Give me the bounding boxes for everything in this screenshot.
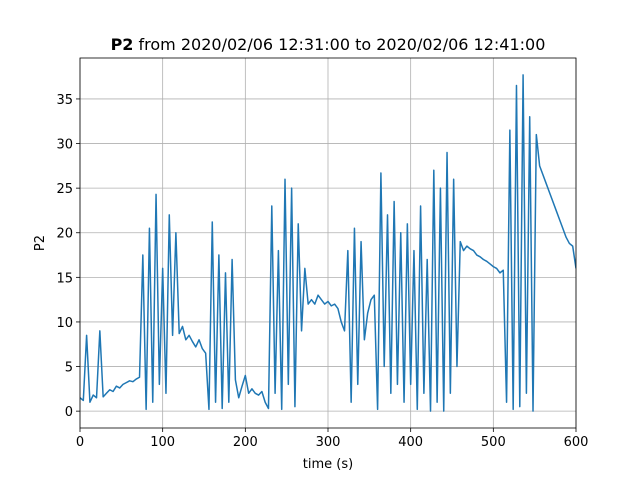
x-tick-label: 600 <box>564 435 589 450</box>
y-tick-label: 25 <box>56 182 73 197</box>
title-variable: P2 <box>111 35 134 54</box>
x-tick-label: 400 <box>398 435 423 450</box>
y-tick-label: 5 <box>65 361 73 376</box>
y-tick-label: 15 <box>56 271 73 286</box>
x-tick-label: 200 <box>233 435 258 450</box>
x-tick-label: 500 <box>481 435 506 450</box>
y-tick-label: 10 <box>56 316 73 331</box>
chart-title: P2 from 2020/02/06 12:31:00 to 2020/02/0… <box>111 35 546 54</box>
y-axis-label: P2 <box>33 235 48 251</box>
y-tick-label: 20 <box>56 227 73 242</box>
data-line <box>80 74 576 412</box>
x-tick-label: 300 <box>316 435 341 450</box>
x-tick-label: 0 <box>76 435 84 450</box>
title-text: from 2020/02/06 12:31:00 to 2020/02/06 1… <box>139 35 546 54</box>
x-tick-label: 100 <box>150 435 175 450</box>
y-tick-label: 30 <box>56 138 73 153</box>
y-tick-label: 0 <box>65 405 73 420</box>
y-tick-label: 35 <box>56 93 73 108</box>
plot-frame <box>79 57 577 429</box>
x-axis-label: time (s) <box>303 457 353 472</box>
